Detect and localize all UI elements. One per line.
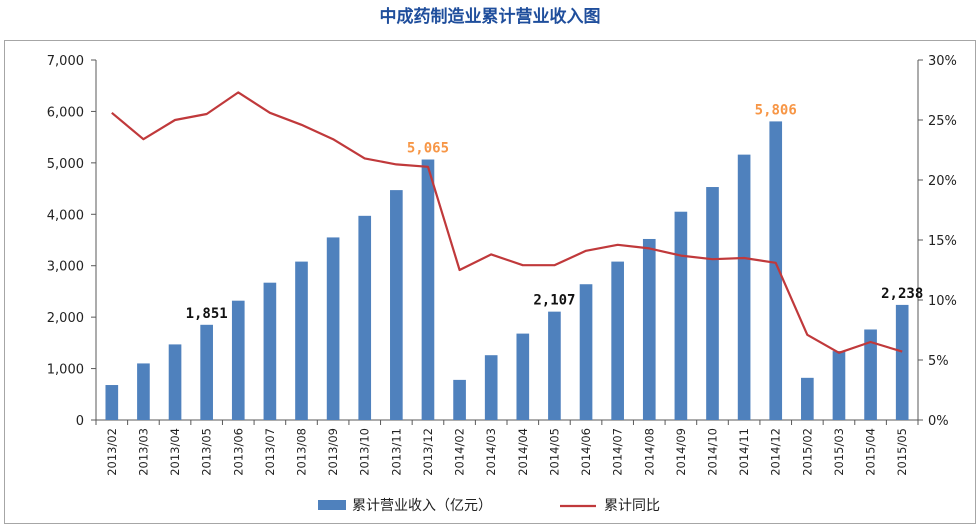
x-tick-label: 2014/02 <box>453 428 467 476</box>
x-tick-label: 2013/12 <box>421 428 435 476</box>
x-tick-label: 2014/05 <box>547 428 561 476</box>
x-tick-label: 2014/07 <box>611 428 625 476</box>
bar-data-label: 5,806 <box>755 102 797 118</box>
x-tick-label: 2014/03 <box>484 428 498 476</box>
y-left-tick-label: 1,000 <box>47 363 84 378</box>
bar <box>358 215 372 420</box>
y-right-tick-label: 30% <box>928 54 957 69</box>
y-right-tick-label: 5% <box>928 354 949 369</box>
x-tick-label: 2013/04 <box>168 428 182 476</box>
line-series-yoy <box>111 91 903 354</box>
legend-swatch-bar <box>318 500 346 510</box>
y-left-tick-label: 2,000 <box>47 311 84 326</box>
y-right-tick-label: 10% <box>928 294 957 309</box>
bar-data-label: 2,238 <box>881 286 923 302</box>
bar <box>390 190 403 420</box>
bar <box>674 211 688 420</box>
y-left-tick-label: 7,000 <box>47 54 84 69</box>
bar <box>421 159 435 420</box>
bar <box>231 300 245 420</box>
y-right-tick-label: 0% <box>928 414 949 429</box>
x-tick-label: 2015/02 <box>800 428 814 476</box>
y-right-tick-label: 20% <box>928 174 957 189</box>
x-tick-label: 2013/10 <box>358 428 372 476</box>
bar <box>548 311 561 420</box>
bar <box>263 282 277 420</box>
chart-title: 中成药制造业累计营业收入图 <box>379 7 601 27</box>
y-left-tick-label: 0 <box>76 414 84 429</box>
x-tick-label: 2015/03 <box>832 428 846 476</box>
x-tick-label: 2013/09 <box>326 428 340 476</box>
bar <box>895 304 909 420</box>
x-tick-label: 2013/02 <box>105 428 119 476</box>
y-left-tick-label: 6,000 <box>47 105 84 120</box>
x-tick-label: 2014/10 <box>706 428 720 476</box>
bar <box>295 261 308 420</box>
x-tick-label: 2013/06 <box>231 428 245 476</box>
bar <box>326 237 340 420</box>
x-tick-label: 2013/08 <box>295 428 309 476</box>
x-tick-label: 2014/04 <box>516 428 530 476</box>
x-tick-label: 2013/05 <box>200 428 214 476</box>
bar <box>484 355 498 420</box>
legend-label-line: 累计同比 <box>604 498 660 514</box>
bar <box>105 385 119 420</box>
x-tick-label: 2013/03 <box>136 428 150 476</box>
y-left-tick-label: 5,000 <box>47 157 84 172</box>
x-tick-label: 2013/07 <box>263 428 277 476</box>
bar <box>864 329 877 420</box>
bar <box>137 363 150 420</box>
bar <box>453 379 466 420</box>
y-left-tick-label: 3,000 <box>47 260 84 275</box>
x-tick-label: 2014/11 <box>737 428 751 476</box>
x-tick-label: 2015/04 <box>864 428 878 476</box>
y-left-tick-label: 4,000 <box>47 208 84 223</box>
x-tick-label: 2015/05 <box>895 428 909 476</box>
x-tick-label: 2014/08 <box>642 428 656 476</box>
bar <box>200 324 213 420</box>
x-tick-label: 2014/12 <box>769 428 783 476</box>
x-tick-label: 2013/11 <box>389 428 403 476</box>
bar-data-label: 5,065 <box>407 141 449 157</box>
bar <box>832 351 846 420</box>
legend-label-bar: 累计营业收入（亿元） <box>352 498 492 514</box>
bar <box>801 377 814 420</box>
y-right-tick-label: 25% <box>928 114 957 129</box>
bar <box>737 154 751 420</box>
bar <box>642 238 656 420</box>
bar-data-label: 2,107 <box>533 293 575 309</box>
x-tick-label: 2014/06 <box>579 428 593 476</box>
x-tick-label: 2014/09 <box>674 428 688 476</box>
bar <box>769 121 783 421</box>
y-right-tick-label: 15% <box>928 234 957 249</box>
bar-data-label: 1,851 <box>186 306 228 322</box>
bar <box>168 344 182 420</box>
bar <box>706 187 719 420</box>
chart-frame <box>4 40 976 524</box>
bar <box>579 284 593 420</box>
bar <box>516 333 530 420</box>
bar <box>611 261 624 420</box>
